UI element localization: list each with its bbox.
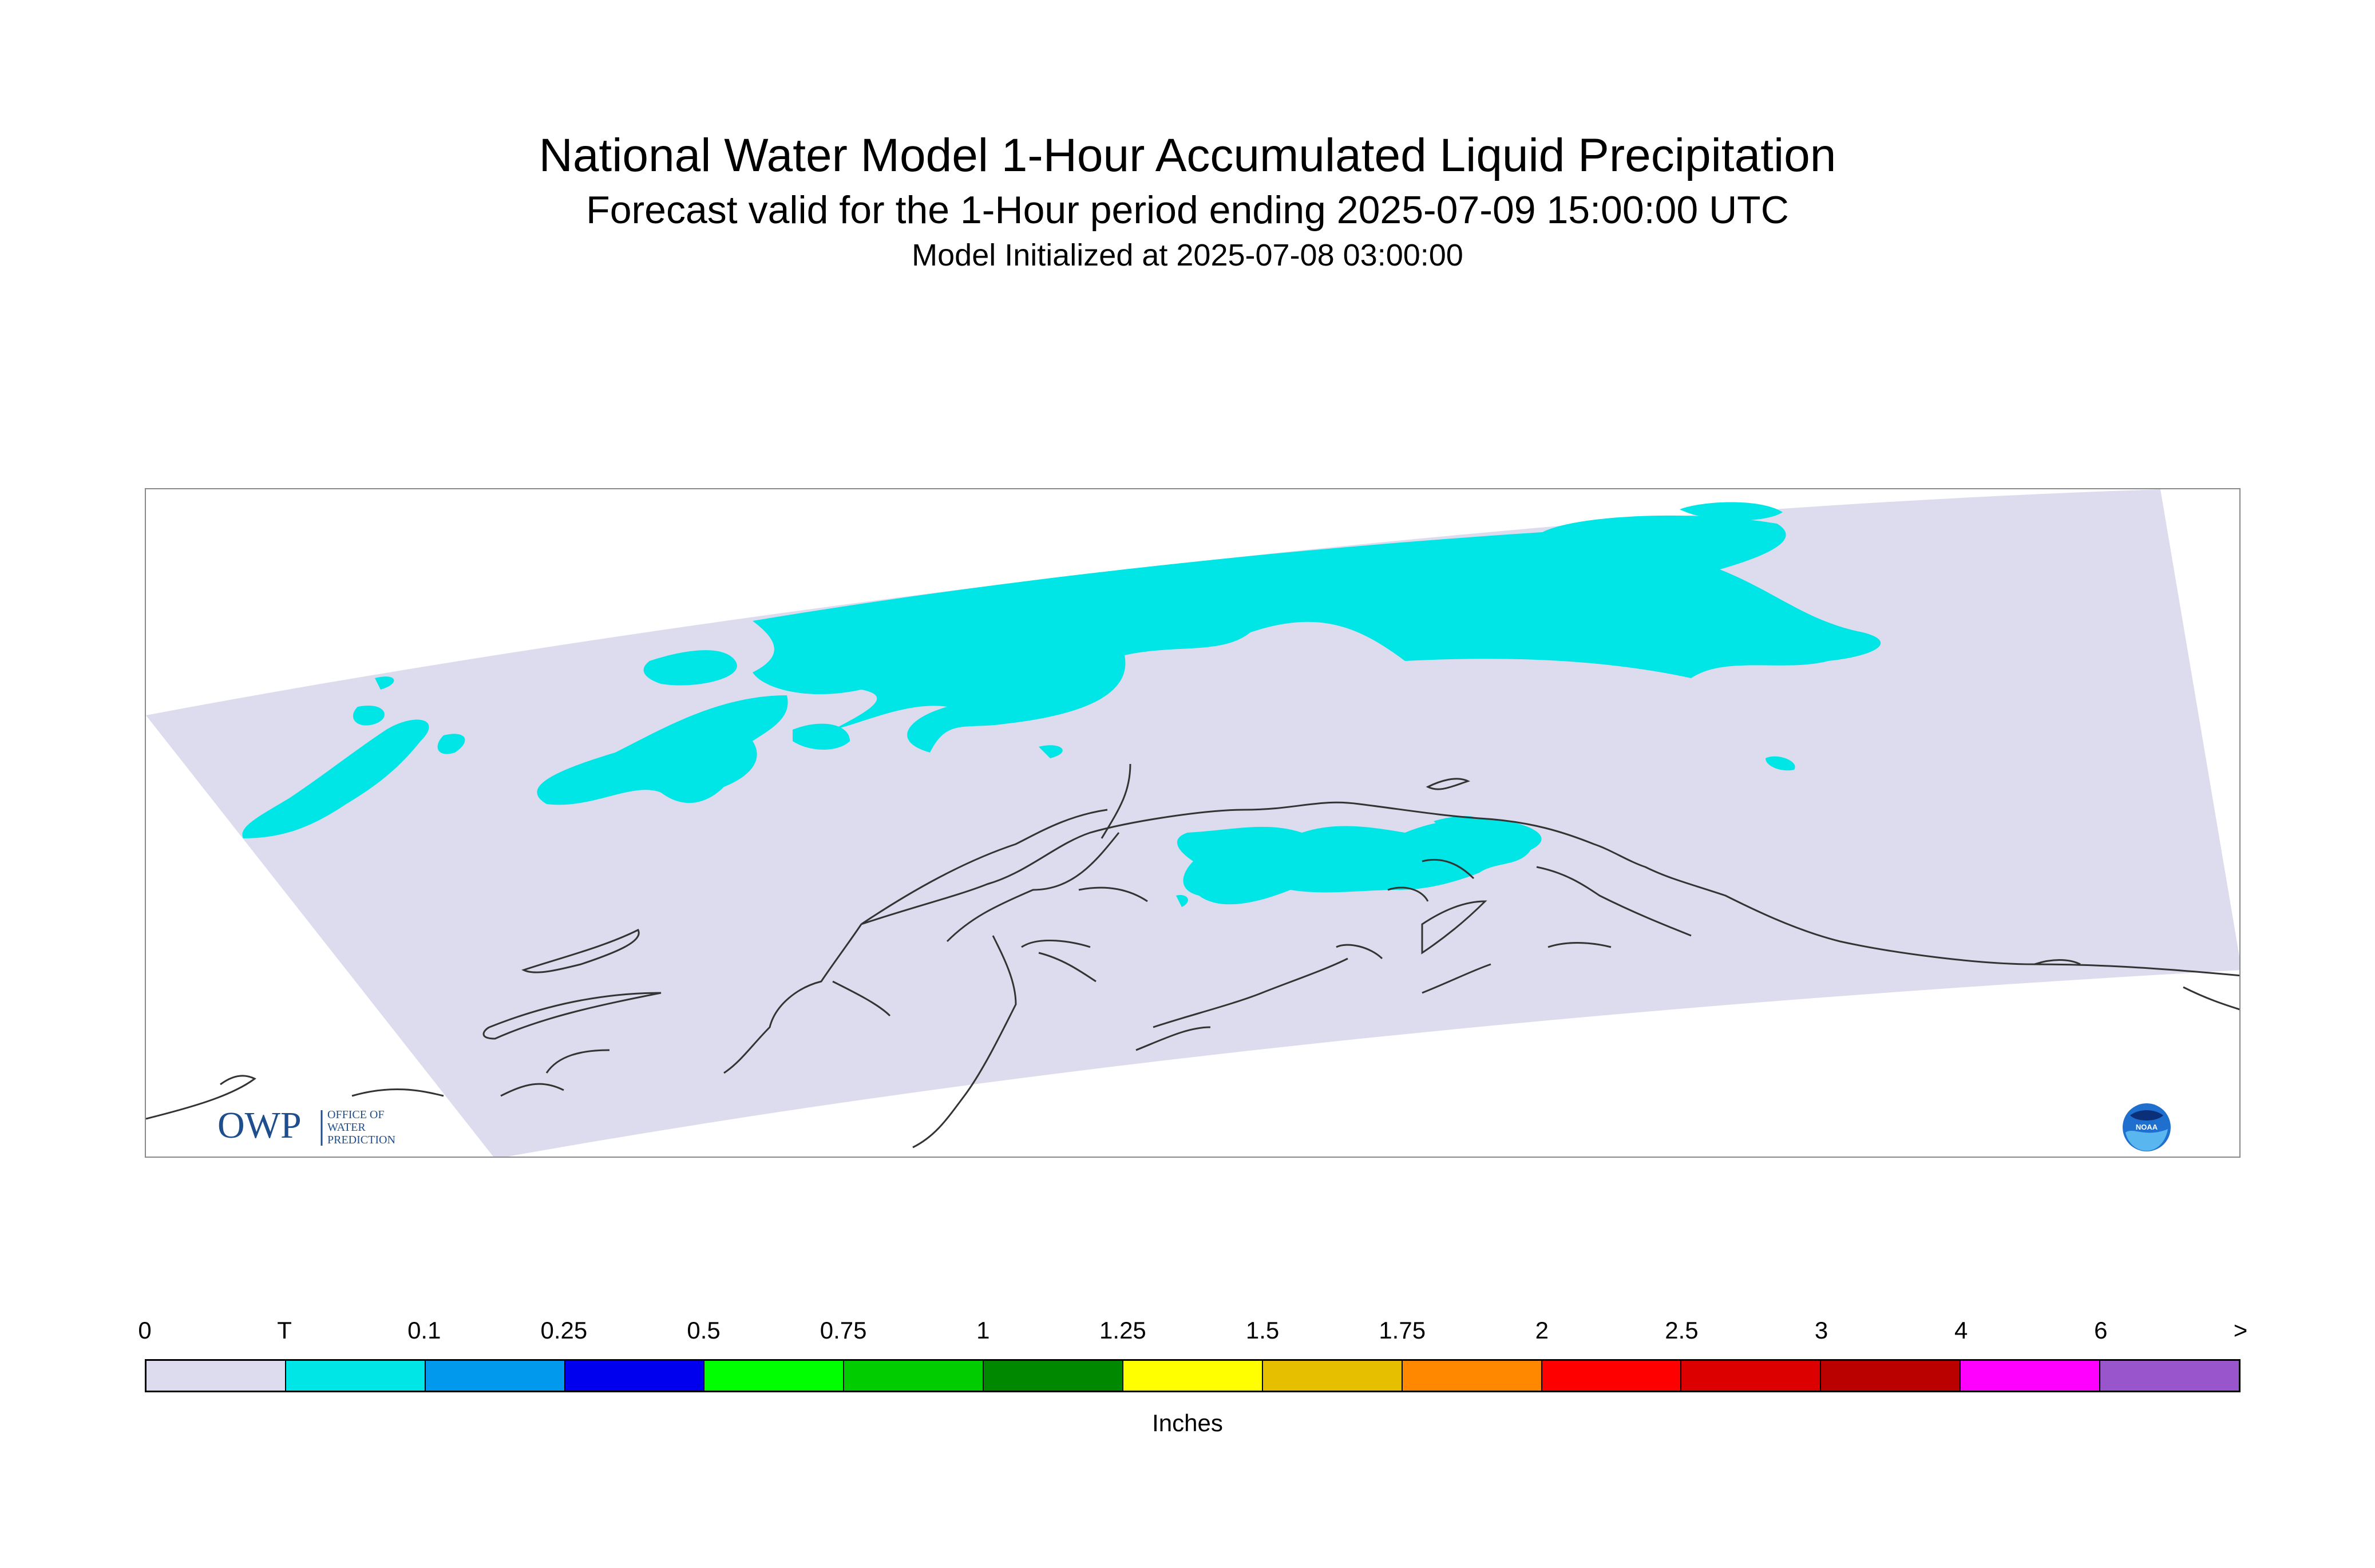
- owp-line1: OFFICE OF: [327, 1108, 384, 1121]
- owp-mark: OWP: [217, 1104, 302, 1146]
- colorbar-swatch: [1123, 1361, 1263, 1391]
- colorbar-tick-label: T: [277, 1317, 292, 1344]
- colorbar-tick-label: 2.5: [1665, 1317, 1699, 1344]
- colorbar-tick-label: 0.5: [687, 1317, 721, 1344]
- colorbar-labels: 0 T 0.1 0.25 0.5 0.75 1 1.25 1.5 1.75 2 2.5 3 4 6 >: [0, 1316, 2375, 1351]
- colorbar-tick-label: 4: [1954, 1317, 1968, 1344]
- colorbar-tick-label: >: [2233, 1317, 2248, 1344]
- precipitation-areas: [242, 502, 1881, 907]
- owp-line3: PREDICTION: [327, 1134, 395, 1146]
- coastline: [146, 763, 2239, 1149]
- colorbar-swatch: [1681, 1361, 1822, 1391]
- colorbar-tick-label: 0.25: [540, 1317, 588, 1344]
- colorbar-swatch: [147, 1361, 286, 1391]
- colorbar-swatch: [1262, 1361, 1403, 1391]
- colorbar-swatch: [1402, 1361, 1542, 1391]
- colorbar-swatch: [2100, 1361, 2239, 1391]
- colorbar-units: Inches: [1152, 1409, 1223, 1436]
- colorbar-tick-label: 1.25: [1099, 1317, 1146, 1344]
- colorbar-tick-label: 1: [976, 1317, 990, 1344]
- colorbar-swatch: [1961, 1361, 2101, 1391]
- colorbar-tick-label: 0.75: [820, 1317, 867, 1344]
- colorbar-swatch: [1821, 1361, 1961, 1391]
- colorbar-tick-label: 3: [1814, 1317, 1828, 1344]
- colorbar-swatch: [1542, 1361, 1682, 1391]
- colorbar-tick-label: 6: [2094, 1317, 2108, 1344]
- forecast-valid-subtitle: Forecast valid for the 1-Hour period end…: [586, 188, 1789, 232]
- colorbar-tick-label: 2: [1535, 1317, 1549, 1344]
- colorbar-tick-label: 1.75: [1379, 1317, 1426, 1344]
- owp-logo: OWP OFFICE OF WATER PREDICTION: [217, 1104, 395, 1146]
- colorbar-swatch: [844, 1361, 984, 1391]
- precipitation-map: [145, 488, 2241, 1158]
- colorbar-swatch: [984, 1361, 1124, 1391]
- noaa-logo: NOAA: [2123, 1103, 2171, 1151]
- colorbar-swatch: [704, 1361, 845, 1391]
- model-initialized-text: Model Initialized at 2025-07-08 03:00:00: [912, 238, 1463, 272]
- colorbar-tick-label: 1.5: [1245, 1317, 1280, 1344]
- colorbar-swatch: [425, 1361, 565, 1391]
- noaa-text: NOAA: [2136, 1123, 2158, 1131]
- page-title: National Water Model 1-Hour Accumulated …: [539, 129, 1836, 181]
- colorbar-swatch: [565, 1361, 705, 1391]
- owp-line2: WATER: [327, 1121, 366, 1134]
- colorbar: [145, 1359, 2241, 1392]
- map-canvas: [146, 489, 2239, 1157]
- colorbar-tick-label: 0.1: [407, 1317, 441, 1344]
- colorbar-tick-label: 0: [138, 1317, 152, 1344]
- colorbar-swatch: [286, 1361, 426, 1391]
